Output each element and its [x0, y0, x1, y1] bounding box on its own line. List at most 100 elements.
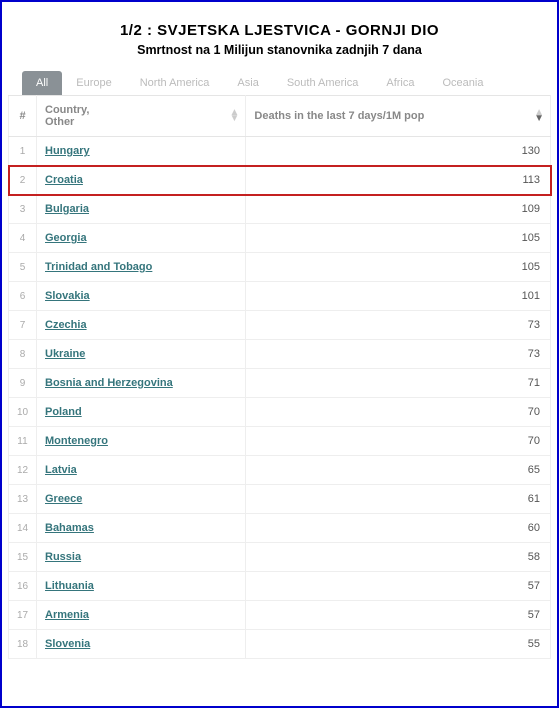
rank-cell: 11	[9, 427, 37, 456]
rank-cell: 1	[9, 137, 37, 166]
page-title: 1/2 : SVJETSKA LJESTVICA - GORNJI DIO	[8, 22, 551, 39]
table-row: 9Bosnia and Herzegovina 71	[9, 369, 551, 398]
country-cell: Montenegro	[37, 427, 246, 456]
tab-asia[interactable]: Asia	[223, 71, 272, 95]
tab-all[interactable]: All	[22, 71, 62, 95]
deaths-cell: 55	[246, 630, 551, 659]
rank-cell: 13	[9, 485, 37, 514]
col-header-country[interactable]: Country, Other ▲▼	[37, 96, 246, 137]
country-cell: Hungary	[37, 137, 246, 166]
rank-cell: 17	[9, 601, 37, 630]
deaths-cell: 70	[246, 398, 551, 427]
table-row: 12Latvia65	[9, 456, 551, 485]
table-row: 5Trinidad and Tobago 105	[9, 253, 551, 282]
country-link[interactable]: Lithuania	[37, 580, 94, 592]
deaths-cell: 105	[246, 253, 551, 282]
deaths-cell: 57	[246, 601, 551, 630]
country-cell: Armenia	[37, 601, 246, 630]
rank-cell: 2	[9, 166, 37, 195]
country-link[interactable]: Georgia	[37, 232, 87, 244]
deaths-cell: 73	[246, 311, 551, 340]
rank-cell: 14	[9, 514, 37, 543]
rank-cell: 12	[9, 456, 37, 485]
country-link[interactable]: Bahamas	[37, 522, 94, 534]
deaths-cell: 130	[246, 137, 551, 166]
table-row: 17Armenia 57	[9, 601, 551, 630]
deaths-cell: 101	[246, 282, 551, 311]
table-row: 2Croatia 113	[9, 166, 551, 195]
table-body: 1Hungary1302Croatia1133Bulgaria1094Georg…	[9, 137, 551, 659]
country-cell: Russia	[37, 543, 246, 572]
col-header-deaths[interactable]: Deaths in the last 7 days/1M pop ▲▼	[246, 96, 551, 137]
country-link[interactable]: Latvia	[37, 464, 77, 476]
country-link[interactable]: Armenia	[37, 609, 89, 621]
region-tabs: AllEuropeNorth AmericaAsiaSouth AmericaA…	[8, 71, 551, 95]
country-link[interactable]: Croatia	[37, 174, 83, 186]
rank-cell: 9	[9, 369, 37, 398]
page-subtitle: Smrtnost na 1 Milijun stanovnika zadnjih…	[8, 43, 551, 57]
country-cell: Ukraine	[37, 340, 246, 369]
deaths-cell: 105	[246, 224, 551, 253]
tab-north-america[interactable]: North America	[126, 71, 224, 95]
rank-cell: 5	[9, 253, 37, 282]
country-link[interactable]: Trinidad and Tobago	[37, 261, 152, 273]
tab-oceania[interactable]: Oceania	[429, 71, 498, 95]
country-link[interactable]: Bulgaria	[37, 203, 89, 215]
deaths-cell: 60	[246, 514, 551, 543]
rank-cell: 4	[9, 224, 37, 253]
country-link[interactable]: Hungary	[37, 145, 90, 157]
rank-cell: 3	[9, 195, 37, 224]
col-header-deaths-label: Deaths in the last 7 days/1M pop	[254, 110, 424, 122]
country-cell: Croatia	[37, 166, 246, 195]
table-row: 13Greece 61	[9, 485, 551, 514]
country-cell: Czechia	[37, 311, 246, 340]
tab-europe[interactable]: Europe	[62, 71, 125, 95]
country-cell: Greece	[37, 485, 246, 514]
country-link[interactable]: Slovakia	[37, 290, 90, 302]
country-link[interactable]: Poland	[37, 406, 82, 418]
table-row: 6Slovakia101	[9, 282, 551, 311]
country-link[interactable]: Ukraine	[37, 348, 85, 360]
country-link[interactable]: Slovenia	[37, 638, 90, 650]
deaths-cell: 58	[246, 543, 551, 572]
table-row: 15Russia58	[9, 543, 551, 572]
table-row: 14Bahamas 60	[9, 514, 551, 543]
col-header-country-line2: Other	[45, 116, 74, 128]
country-cell: Georgia	[37, 224, 246, 253]
deaths-cell: 109	[246, 195, 551, 224]
rank-cell: 8	[9, 340, 37, 369]
country-cell: Bosnia and Herzegovina	[37, 369, 246, 398]
rank-cell: 7	[9, 311, 37, 340]
table-row: 7Czechia 73	[9, 311, 551, 340]
country-cell: Bulgaria	[37, 195, 246, 224]
table-row: 3Bulgaria 109	[9, 195, 551, 224]
country-link[interactable]: Bosnia and Herzegovina	[37, 377, 173, 389]
deaths-cell: 113	[246, 166, 551, 195]
app-frame: 1/2 : SVJETSKA LJESTVICA - GORNJI DIO Sm…	[0, 0, 559, 708]
sort-desc-icon: ▲▼	[534, 110, 544, 122]
country-cell: Bahamas	[37, 514, 246, 543]
mortality-table: # Country, Other ▲▼ Deaths in the last 7…	[8, 95, 551, 659]
table-row: 1Hungary 130	[9, 137, 551, 166]
country-cell: Slovakia	[37, 282, 246, 311]
col-header-country-line1: Country,	[45, 104, 89, 116]
table-row: 4Georgia 105	[9, 224, 551, 253]
country-link[interactable]: Greece	[37, 493, 82, 505]
deaths-cell: 70	[246, 427, 551, 456]
rank-cell: 18	[9, 630, 37, 659]
table-row: 18Slovenia 55	[9, 630, 551, 659]
col-header-rank[interactable]: #	[9, 96, 37, 137]
deaths-cell: 61	[246, 485, 551, 514]
deaths-cell: 71	[246, 369, 551, 398]
sort-icon: ▲▼	[229, 110, 239, 122]
tab-south-america[interactable]: South America	[273, 71, 373, 95]
table-row: 10Poland 70	[9, 398, 551, 427]
country-link[interactable]: Russia	[37, 551, 81, 563]
country-link[interactable]: Czechia	[37, 319, 87, 331]
rank-cell: 16	[9, 572, 37, 601]
rank-cell: 10	[9, 398, 37, 427]
country-link[interactable]: Montenegro	[37, 435, 108, 447]
country-cell: Trinidad and Tobago	[37, 253, 246, 282]
country-cell: Poland	[37, 398, 246, 427]
tab-africa[interactable]: Africa	[372, 71, 428, 95]
